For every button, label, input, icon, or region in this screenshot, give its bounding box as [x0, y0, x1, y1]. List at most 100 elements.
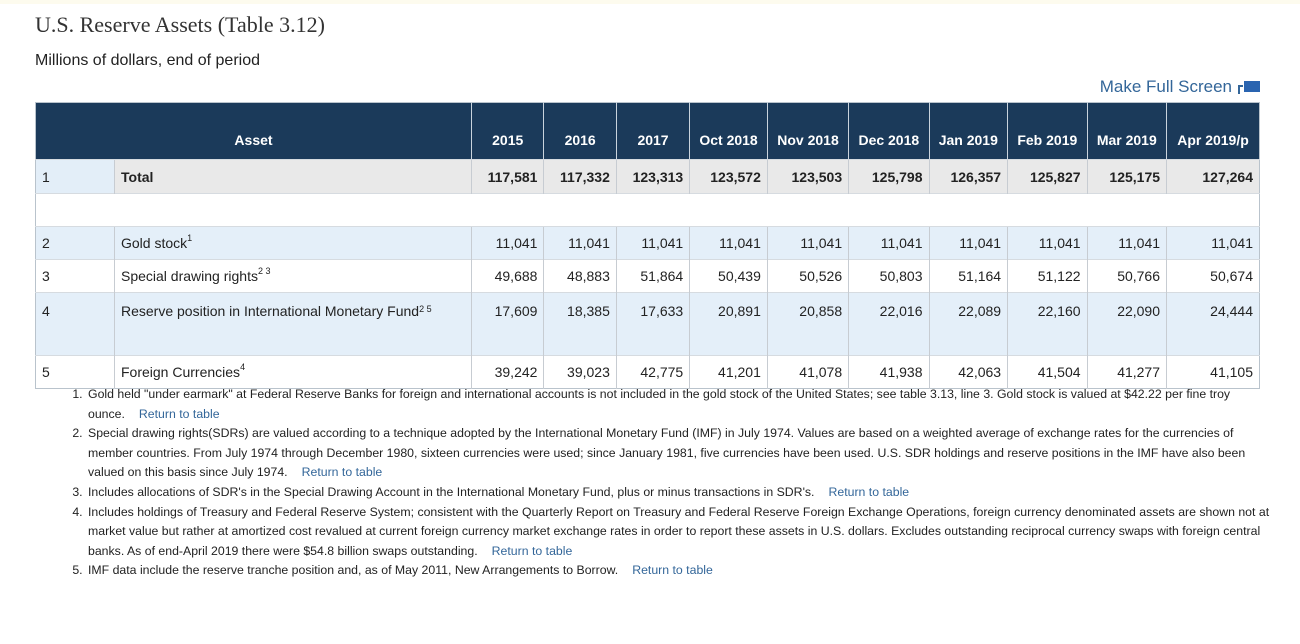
table-row: 2 Gold stock1 11,041 11,041 11,041 11,041 11,0…: [35, 226, 1260, 260]
column-header: Feb 2019: [1007, 102, 1088, 160]
value-cell: 39,242: [470, 355, 544, 389]
column-header: Jan 2019: [928, 102, 1008, 160]
spacer-row: [35, 193, 1260, 227]
column-header: Mar 2019: [1086, 102, 1167, 160]
value-cell: 42,063: [928, 355, 1008, 389]
value-cell: 11,041: [1007, 226, 1088, 260]
asset-name: Special drawing rights2 3: [114, 259, 472, 293]
footnote-text: IMF data include the reserve tranche pos…: [88, 563, 619, 578]
table-header-row: Asset 2015 2016 2017 Oct 2018 Nov 2018 Dec 20…: [35, 102, 1260, 160]
row-number: 5: [35, 355, 115, 389]
column-header: Nov 2018: [766, 102, 849, 160]
value-cell: 20,891: [689, 292, 768, 356]
value-cell: 22,016: [848, 292, 929, 356]
column-header: Dec 2018: [848, 102, 929, 160]
footnote: Gold held "under earmark" at Federal Res…: [86, 385, 1276, 424]
value-cell: 11,041: [1086, 226, 1167, 260]
footnote: Includes holdings of Treasury and Federa…: [86, 503, 1276, 562]
value-cell: 11,041: [848, 226, 929, 260]
value-cell: 39,023: [543, 355, 617, 389]
value-cell: 11,041: [928, 226, 1008, 260]
value-cell: 22,090: [1086, 292, 1167, 356]
row-number: 1: [35, 159, 115, 194]
value-cell: 41,201: [689, 355, 768, 389]
footnote-ref[interactable]: 2 3: [257, 266, 271, 276]
value-cell: 17,633: [615, 292, 690, 356]
value-cell: 11,041: [766, 226, 849, 260]
value-cell: 50,766: [1086, 259, 1167, 293]
value-cell: 22,160: [1007, 292, 1088, 356]
return-to-table-link[interactable]: Return to table: [828, 484, 910, 499]
row-number: 2: [35, 226, 115, 260]
footnote-ref[interactable]: 1: [187, 233, 193, 243]
return-to-table-link[interactable]: Return to table: [301, 465, 383, 480]
value-cell: 50,803: [848, 259, 929, 293]
footnotes-list: Gold held "under earmark" at Federal Res…: [72, 385, 1276, 581]
value-cell: 41,277: [1086, 355, 1167, 389]
value-cell: 117,332: [543, 159, 617, 194]
row-number: 4: [35, 292, 115, 356]
make-full-screen-button[interactable]: Make Full Screen: [1100, 77, 1260, 97]
value-cell: 51,122: [1007, 259, 1088, 293]
value-cell: 123,503: [766, 159, 849, 194]
footnote-text: Gold held "under earmark" at Federal Res…: [88, 387, 1231, 421]
value-cell: 11,041: [470, 226, 544, 260]
footnote-ref[interactable]: 4: [240, 362, 246, 372]
value-cell: 18,385: [543, 292, 617, 356]
full-screen-label: Make Full Screen: [1099, 77, 1232, 96]
asset-name: Total: [114, 159, 472, 194]
value-cell: 24,444: [1166, 292, 1260, 356]
value-cell: 11,041: [615, 226, 690, 260]
value-cell: 42,775: [615, 355, 690, 389]
spacer-cell: [35, 193, 1260, 227]
footnote-ref[interactable]: 2 5: [419, 304, 432, 314]
value-cell: 50,439: [689, 259, 768, 293]
reserve-assets-table: Asset 2015 2016 2017 Oct 2018 Nov 2018 Dec 20…: [35, 102, 1260, 389]
column-header: 2016: [543, 102, 617, 160]
value-cell: 49,688: [470, 259, 544, 293]
row-number: 3: [35, 259, 115, 293]
value-cell: 117,581: [470, 159, 544, 194]
value-cell: 48,883: [543, 259, 617, 293]
value-cell: 125,798: [848, 159, 929, 194]
top-bar: [0, 0, 1300, 4]
table-row: 3 Special drawing rights2 3 49,688 48,883 51…: [35, 259, 1260, 293]
full-screen-icon: [1238, 80, 1260, 94]
table-row: 5 Foreign Currencies4 39,242 39,023 42,775 41…: [35, 355, 1260, 389]
asset-label: Special drawing rights: [121, 268, 258, 284]
value-cell: 50,526: [766, 259, 849, 293]
value-cell: 123,572: [689, 159, 768, 194]
table-row: 1 Total 117,581 117,332 123,313 123,572 123,50…: [35, 159, 1260, 194]
footnote: Includes allocations of SDR's in the Spe…: [86, 483, 1276, 503]
value-cell: 22,089: [928, 292, 1008, 356]
asset-name: Gold stock1: [114, 226, 472, 260]
page-title: U.S. Reserve Assets (Table 3.12): [35, 12, 325, 37]
value-cell: 125,827: [1007, 159, 1088, 194]
value-cell: 51,164: [928, 259, 1008, 293]
return-to-table-link[interactable]: Return to table: [138, 406, 220, 421]
footnote-text: Includes holdings of Treasury and Federa…: [88, 504, 1270, 558]
value-cell: 126,357: [928, 159, 1008, 194]
asset-label: Foreign Currencies: [121, 364, 241, 380]
footnote: Special drawing rights(SDRs) are valued …: [86, 424, 1276, 483]
value-cell: 127,264: [1166, 159, 1260, 194]
value-cell: 41,504: [1007, 355, 1088, 389]
column-header: Oct 2018: [689, 102, 768, 160]
column-header: 2017: [615, 102, 690, 160]
value-cell: 50,674: [1166, 259, 1260, 293]
value-cell: 11,041: [1166, 226, 1260, 260]
asset-label: Reserve position in International Moneta…: [121, 303, 420, 319]
return-to-table-link[interactable]: Return to table: [491, 543, 573, 558]
asset-label: Gold stock: [121, 235, 188, 251]
asset-name: Foreign Currencies4: [114, 355, 472, 389]
return-to-table-link[interactable]: Return to table: [632, 563, 713, 578]
value-cell: 20,858: [766, 292, 849, 356]
page-subtitle: Millions of dollars, end of period: [35, 52, 261, 69]
asset-name: Reserve position in International Moneta…: [114, 292, 472, 356]
value-cell: 41,105: [1166, 355, 1260, 389]
value-cell: 41,938: [848, 355, 929, 389]
value-cell: 125,175: [1086, 159, 1167, 194]
column-header: Apr 2019/p: [1166, 102, 1260, 160]
value-cell: 17,609: [470, 292, 544, 356]
asset-label: Total: [121, 168, 154, 185]
